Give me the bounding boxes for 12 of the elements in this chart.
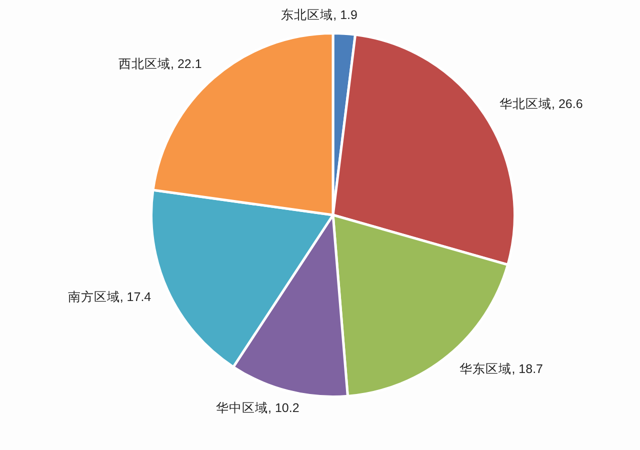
slice-label: 东北区域 — [281, 8, 334, 22]
data-label: , 17.4 — [120, 290, 152, 304]
slice-label: 南方区域 — [68, 289, 120, 304]
slice-label: 华中区域 — [216, 401, 268, 416]
data-label: , 1.9 — [333, 8, 358, 22]
data-label: , 22.1 — [170, 56, 202, 71]
data-label: , 10.2 — [268, 401, 300, 416]
slice-label: 西北区域 — [118, 56, 171, 71]
slice-label: 华东区域 — [460, 362, 512, 376]
data-label: , 18.7 — [512, 362, 544, 376]
slice-label: 华北区域 — [500, 97, 552, 112]
data-label: , 26.6 — [552, 97, 583, 112]
